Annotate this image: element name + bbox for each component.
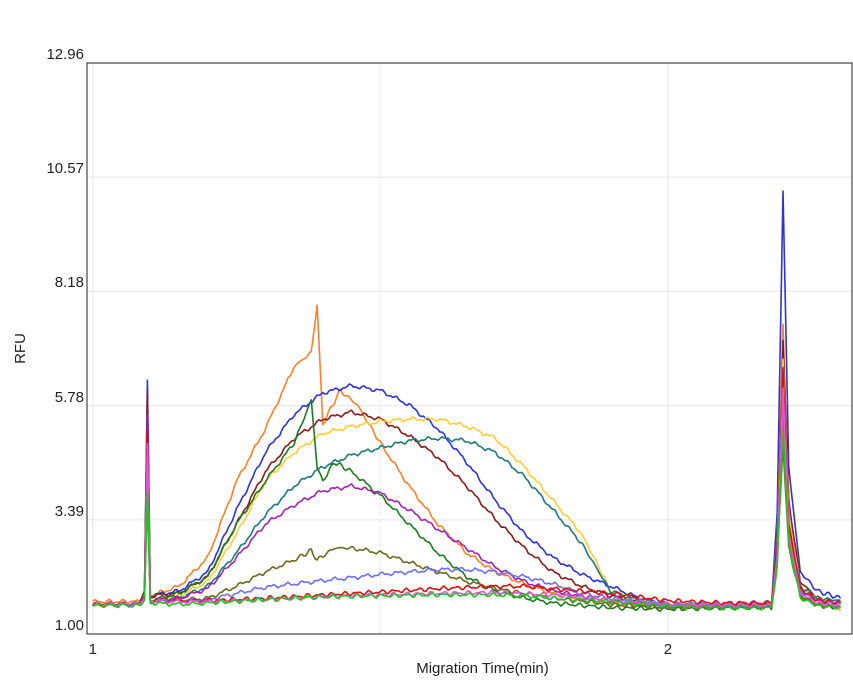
series-line-9 <box>92 404 841 608</box>
x-axis-label: Migration Time(min) <box>416 660 549 677</box>
y-tick-label: 10.57 <box>46 160 84 177</box>
series-layer <box>92 190 842 612</box>
y-axis-label: RFU <box>12 333 29 364</box>
series-line-2 <box>92 190 842 608</box>
series-line-12 <box>92 429 841 611</box>
x-tick-label: 2 <box>664 641 672 658</box>
plot-frame <box>86 62 853 635</box>
grid <box>87 63 852 634</box>
y-tick-label: 12.96 <box>46 46 84 63</box>
series-line-3 <box>92 339 842 609</box>
x-tick-label: 1 <box>89 641 97 658</box>
ticks: 1.00 3.39 5.78 8.18 10.57 12.96 1 2 <box>46 46 672 658</box>
series-line-1 <box>92 304 841 611</box>
series-line-11 <box>92 387 842 609</box>
y-tick-label: 5.78 <box>55 389 84 406</box>
series-line-6 <box>92 399 842 612</box>
y-tick-label: 3.39 <box>55 503 84 520</box>
series-line-4 <box>92 358 842 608</box>
y-tick-label: 1.00 <box>55 617 84 634</box>
series-line-7 <box>92 396 842 609</box>
y-tick-label: 8.18 <box>55 274 84 291</box>
